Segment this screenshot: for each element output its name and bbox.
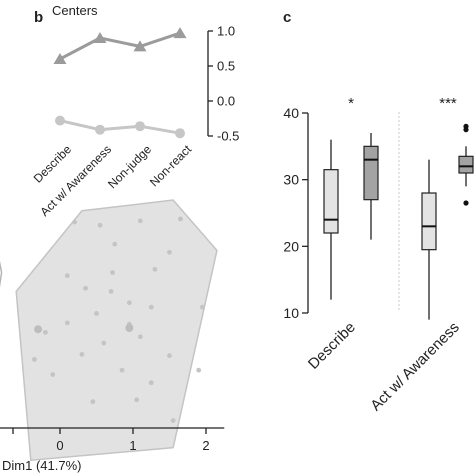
pca-point [64,273,70,279]
pca-point [148,304,154,310]
panel-c-labels: * ***Describe Act w/ Awareness [305,95,463,414]
pca-point [79,352,85,357]
b-circle-point [175,128,185,139]
pca-point [126,300,132,306]
panel-b-series [53,27,187,139]
pca-partial-hull [0,260,3,288]
c-y-tick-label: 20 [283,238,299,254]
b-y-tick-label: 1.0 [217,24,235,39]
pca-x-axis: 0 1 2 [0,427,225,453]
b-triangle-point [93,32,107,43]
pca-hull [15,199,218,462]
pca-point [137,334,143,340]
pca-point [119,367,125,373]
pca-point [90,399,96,405]
b-y-tick-label: 0.5 [217,59,235,74]
pca-point [167,353,172,359]
pca-point [101,340,107,346]
pca-point [178,216,183,222]
pca-point [170,418,176,423]
pca-point [94,311,99,316]
pca-point [64,320,70,326]
c-y-tick-label: 30 [283,172,299,188]
b-x-label: Act w/ Awareness [37,142,114,219]
b-circle-point [95,124,105,135]
pca-x-tick-label: 1 [129,438,136,453]
b-triangle-point [173,27,187,39]
pca-point [43,329,48,335]
pca-x-tick-label: 2 [202,438,209,453]
b-y-tick-label: 0.0 [217,94,235,109]
c-x-label: Describe [305,319,359,373]
c-y-tick-label: 10 [283,305,299,321]
pca-point-large [34,325,43,334]
pca-point [83,285,88,291]
c-y-tick-label: 40 [283,105,299,121]
b-x-label: Non-react [147,142,195,190]
b-y-tick-label: -0.5 [217,129,239,144]
panel-c-letter: c [283,9,291,26]
pca-point [134,397,140,403]
pca-point-large [125,323,134,332]
pca-x-tick-label: 0 [56,438,63,453]
box-outlier [463,200,469,206]
box-iqr [421,192,437,251]
panel-c-y-axis: 40 30 20 10 [283,105,309,321]
panel-b-y-axis: 1.0 0.5 0.0 -0.5 [207,24,239,144]
box-iqr [363,145,379,201]
pca-point [50,372,56,377]
box-iqr [323,169,339,234]
pca-point [196,367,202,373]
pca-point [167,249,172,255]
pca-point [108,289,114,294]
panel-b-letter: b [34,9,43,26]
b-triangle-point [53,53,67,64]
b-x-label: Non-judge [105,142,154,191]
b-triangle-point [133,40,147,52]
significance-act-awareness: *** [439,95,457,112]
panel-c-boxes [323,123,474,320]
pca-scatter-panel: 0 1 2 Dim1 (41.7%) [0,199,225,473]
pca-point [148,380,154,386]
pca-x-axis-label: Dim1 (41.7%) [2,458,81,473]
pca-point [72,219,77,225]
box-outlier [463,123,469,129]
b-series-line [59,31,181,61]
pca-point [110,270,115,275]
pca-point [137,218,143,224]
significance-describe: * [348,95,354,112]
pca-point [152,266,158,272]
pca-point [32,357,37,362]
b-circle-point [135,121,145,132]
box-iqr [458,155,474,174]
pca-point [199,304,205,310]
pca-point [112,241,118,247]
panel-b-title: Centers [52,3,98,18]
c-x-label: Act w/ Awareness [367,319,463,415]
pca-point [97,222,103,228]
b-circle-point [55,115,65,126]
pca-hulls [0,199,218,462]
b-series-line [59,119,181,135]
pca-points [32,216,205,423]
